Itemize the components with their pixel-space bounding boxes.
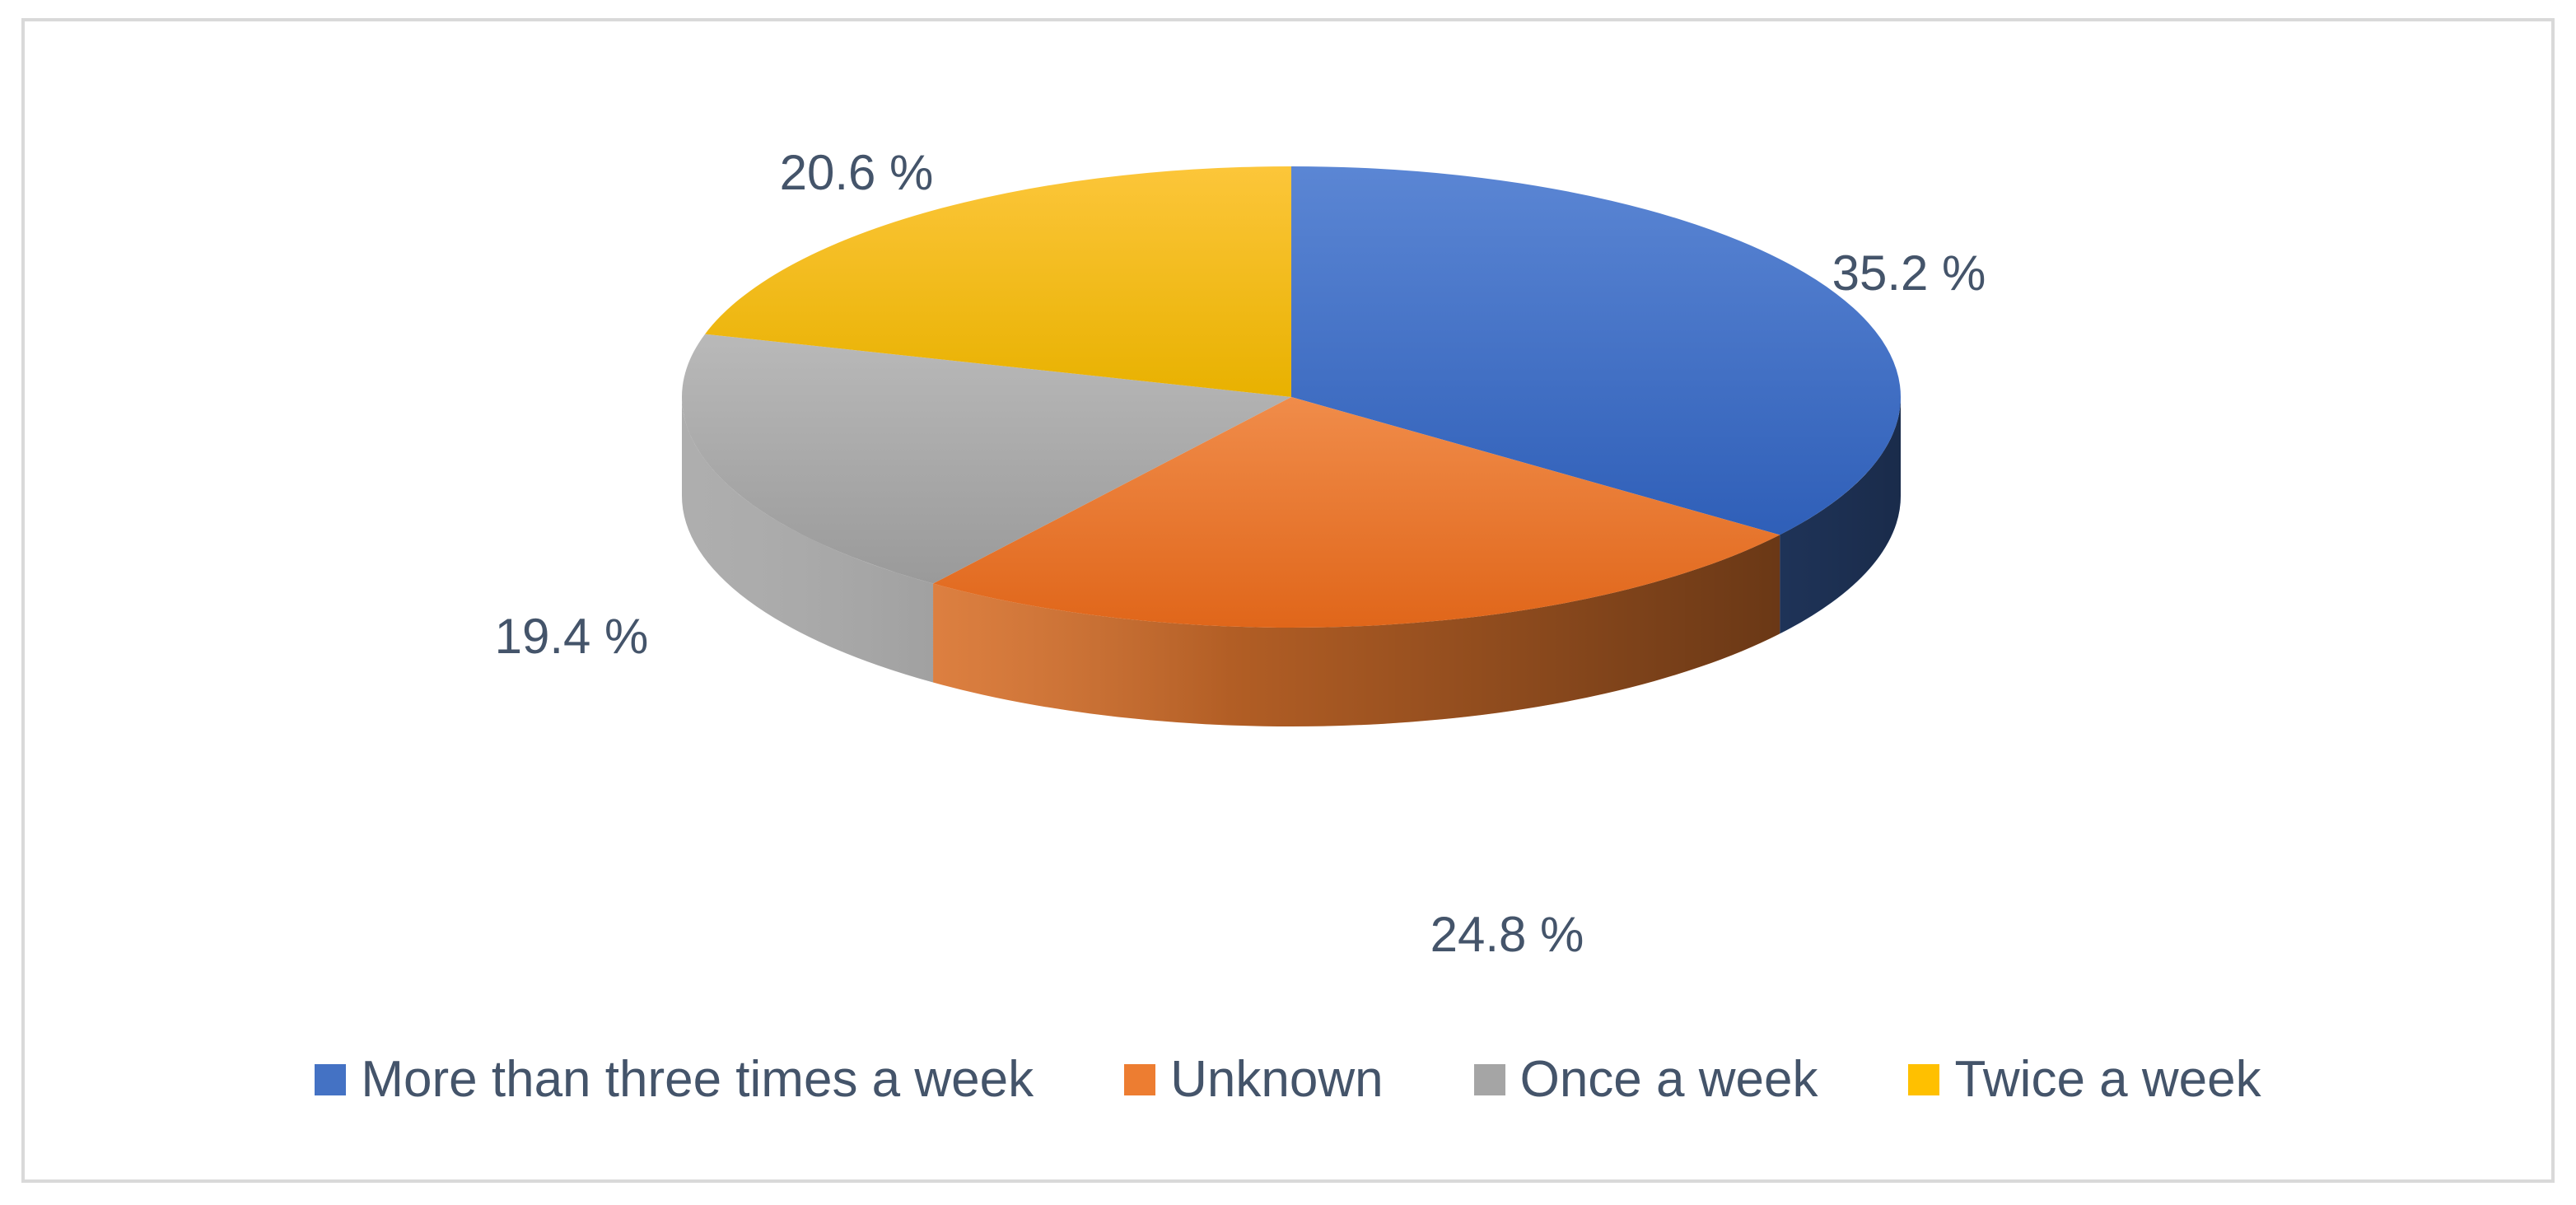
legend-item-twice: Twice a week (1908, 1050, 2261, 1109)
pie-slice-once (682, 334, 1291, 584)
data-label-unknown: 24.8 % (1430, 907, 1584, 962)
legend-swatch-orange (1124, 1063, 1156, 1095)
data-label-more-than-three: 35.2 % (1832, 245, 1986, 301)
legend-swatch-gray (1473, 1063, 1505, 1095)
legend-label: Twice a week (1954, 1051, 2261, 1108)
pie-slice-unknown (933, 397, 1780, 628)
data-label-twice: 20.6 % (780, 145, 934, 200)
pie-slice-twice (705, 166, 1291, 397)
legend-label: More than three times a week (361, 1051, 1034, 1108)
data-label-once: 19.4 % (495, 609, 649, 664)
legend-label: Unknown (1170, 1051, 1384, 1108)
pie-side-shade-once (682, 397, 934, 683)
legend-label: Once a week (1519, 1051, 1818, 1108)
pie-slice-more-than-three (1291, 166, 1901, 535)
legend-swatch-yellow (1908, 1063, 1940, 1095)
legend-item-more-than-three: More than three times a week (315, 1050, 1034, 1109)
pie-side-shade-unknown (933, 535, 1780, 726)
legend-item-once: Once a week (1473, 1050, 1818, 1109)
legend: More than three times a week Unknown Onc… (0, 1050, 2576, 1109)
legend-swatch-blue (315, 1063, 347, 1095)
legend-item-unknown: Unknown (1124, 1050, 1384, 1109)
pie-side-shade-more-than-three (1780, 397, 1901, 634)
